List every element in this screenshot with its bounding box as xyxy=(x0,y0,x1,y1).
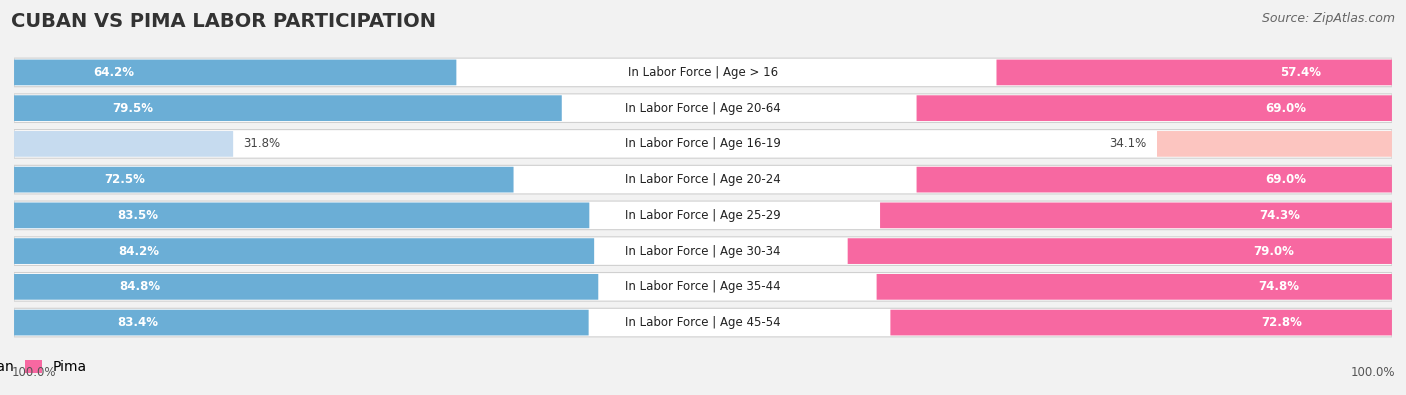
Text: In Labor Force | Age 20-64: In Labor Force | Age 20-64 xyxy=(626,102,780,115)
Text: 79.5%: 79.5% xyxy=(112,102,153,115)
Text: Source: ZipAtlas.com: Source: ZipAtlas.com xyxy=(1261,12,1395,25)
Text: 72.5%: 72.5% xyxy=(104,173,145,186)
FancyBboxPatch shape xyxy=(14,201,1392,229)
Text: In Labor Force | Age 45-54: In Labor Force | Age 45-54 xyxy=(626,316,780,329)
Text: In Labor Force | Age 30-34: In Labor Force | Age 30-34 xyxy=(626,245,780,258)
FancyBboxPatch shape xyxy=(14,238,595,264)
Text: 57.4%: 57.4% xyxy=(1279,66,1320,79)
FancyBboxPatch shape xyxy=(14,310,589,335)
FancyBboxPatch shape xyxy=(14,58,1392,87)
Text: 79.0%: 79.0% xyxy=(1253,245,1294,258)
FancyBboxPatch shape xyxy=(997,60,1392,85)
Text: In Labor Force | Age 20-24: In Labor Force | Age 20-24 xyxy=(626,173,780,186)
Text: 83.4%: 83.4% xyxy=(118,316,159,329)
Text: 83.5%: 83.5% xyxy=(118,209,159,222)
FancyBboxPatch shape xyxy=(917,95,1392,121)
Text: 74.3%: 74.3% xyxy=(1258,209,1299,222)
FancyBboxPatch shape xyxy=(917,167,1392,192)
FancyBboxPatch shape xyxy=(14,237,1392,265)
Text: 64.2%: 64.2% xyxy=(94,66,135,79)
FancyBboxPatch shape xyxy=(880,203,1392,228)
Text: 69.0%: 69.0% xyxy=(1265,102,1306,115)
Text: 31.8%: 31.8% xyxy=(243,137,281,150)
Text: 84.2%: 84.2% xyxy=(118,245,159,258)
FancyBboxPatch shape xyxy=(14,131,233,157)
FancyBboxPatch shape xyxy=(14,94,1392,122)
FancyBboxPatch shape xyxy=(14,308,1392,337)
Text: 100.0%: 100.0% xyxy=(11,366,56,379)
FancyBboxPatch shape xyxy=(14,274,599,300)
FancyBboxPatch shape xyxy=(14,95,562,121)
Legend: Cuban, Pima: Cuban, Pima xyxy=(0,355,93,380)
FancyBboxPatch shape xyxy=(1157,131,1392,157)
Text: 84.8%: 84.8% xyxy=(120,280,160,293)
Text: 72.8%: 72.8% xyxy=(1261,316,1302,329)
FancyBboxPatch shape xyxy=(14,60,457,85)
FancyBboxPatch shape xyxy=(14,130,1392,158)
FancyBboxPatch shape xyxy=(14,273,1392,301)
Text: 69.0%: 69.0% xyxy=(1265,173,1306,186)
Text: In Labor Force | Age 35-44: In Labor Force | Age 35-44 xyxy=(626,280,780,293)
FancyBboxPatch shape xyxy=(14,203,589,228)
FancyBboxPatch shape xyxy=(14,167,513,192)
FancyBboxPatch shape xyxy=(14,166,1392,194)
Text: 74.8%: 74.8% xyxy=(1258,280,1299,293)
Text: In Labor Force | Age > 16: In Labor Force | Age > 16 xyxy=(628,66,778,79)
FancyBboxPatch shape xyxy=(890,310,1392,335)
FancyBboxPatch shape xyxy=(876,274,1392,300)
Text: In Labor Force | Age 16-19: In Labor Force | Age 16-19 xyxy=(626,137,780,150)
Text: In Labor Force | Age 25-29: In Labor Force | Age 25-29 xyxy=(626,209,780,222)
Text: CUBAN VS PIMA LABOR PARTICIPATION: CUBAN VS PIMA LABOR PARTICIPATION xyxy=(11,12,436,31)
FancyBboxPatch shape xyxy=(848,238,1392,264)
Text: 34.1%: 34.1% xyxy=(1109,137,1147,150)
Text: 100.0%: 100.0% xyxy=(1350,366,1395,379)
